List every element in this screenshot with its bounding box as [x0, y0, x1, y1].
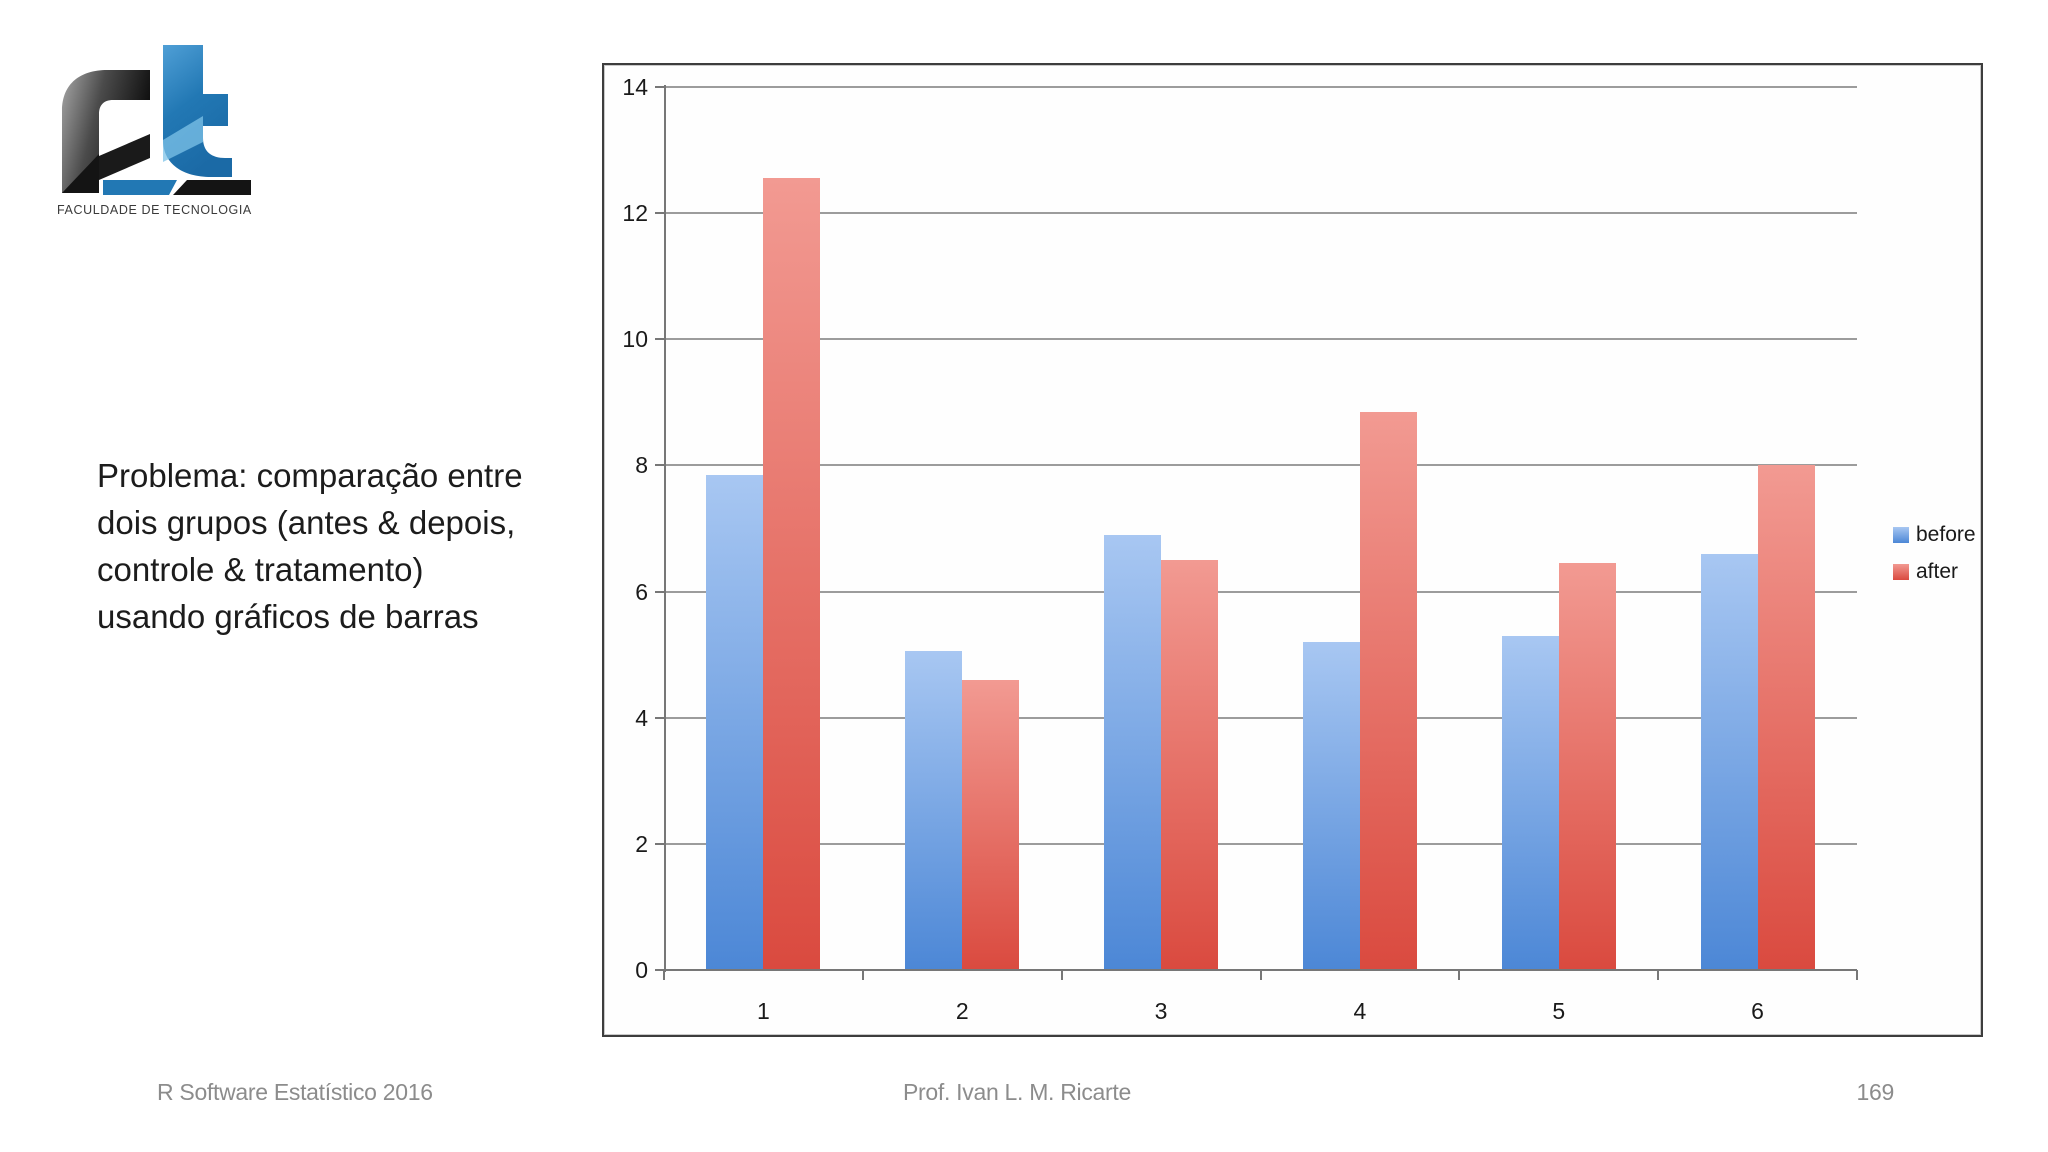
y-axis-tick [655, 464, 664, 467]
bar-after-1 [763, 178, 821, 970]
ft-logo-icon [62, 45, 251, 195]
y-tick-label: 12 [622, 200, 648, 227]
y-tick-label: 10 [622, 326, 648, 353]
footer-course: R Software Estatístico 2016 [157, 1079, 433, 1105]
x-tick-label-5: 5 [1552, 998, 1566, 1024]
bar-before-5 [1501, 635, 1559, 970]
legend-item-after: after [1893, 560, 1958, 584]
x-tick-label-2: 2 [955, 998, 969, 1024]
footer-author: Prof. Ivan L. M. Ricarte [903, 1079, 1131, 1105]
bar-after-3 [1161, 560, 1219, 970]
y-axis-tick [655, 86, 664, 89]
problem-statement: Problema: comparação entre dois grupos (… [97, 457, 523, 635]
legend-item-before: before [1893, 523, 1976, 547]
legend-swatch-after-icon [1893, 564, 1909, 580]
legend-swatch-before-icon [1893, 527, 1909, 543]
y-tick-label: 2 [635, 830, 648, 857]
bar-before-2 [905, 651, 963, 970]
bar-before-3 [1104, 534, 1162, 970]
bar-before-4 [1302, 642, 1360, 970]
y-tick-label: 14 [622, 74, 648, 101]
y-axis-tick [655, 338, 664, 341]
gridline-y-14 [664, 86, 1857, 89]
gridline-y-12 [664, 212, 1857, 215]
x-axis-tick [1060, 970, 1063, 980]
x-axis-tick [1856, 970, 1858, 980]
gridline-y-10 [664, 338, 1857, 341]
y-axis-tick [655, 212, 664, 215]
x-tick-label-3: 3 [1154, 998, 1168, 1024]
y-tick-label: 0 [635, 957, 648, 983]
x-axis-tick [1458, 970, 1461, 980]
bar-chart: 0 2 4 6 8 10 12 14 1 2 3 4 5 6 before after [602, 63, 1983, 1037]
legend-label-before: before [1916, 523, 1976, 546]
x-axis-tick [1657, 970, 1660, 980]
bar-before-1 [706, 474, 764, 970]
x-axis-line [655, 969, 1857, 971]
bar-after-5 [1558, 563, 1616, 970]
logo-caption: FACULDADE DE TECNOLOGIA [57, 203, 252, 217]
bar-after-4 [1359, 411, 1417, 970]
footer-page-number: 169 [1856, 1079, 1895, 1105]
gridline-y-6 [664, 590, 1857, 593]
x-tick-label-4: 4 [1353, 998, 1367, 1024]
y-tick-label: 6 [635, 578, 648, 605]
y-tick-label: 4 [635, 704, 648, 731]
bar-before-6 [1700, 553, 1758, 970]
bar-after-6 [1757, 465, 1815, 970]
y-axis-tick [655, 842, 664, 845]
y-axis-tick [655, 716, 664, 719]
plot-area: 0 2 4 6 8 10 12 14 1 2 3 4 5 6 before after [604, 65, 1981, 1035]
y-axis-line [664, 85, 666, 972]
x-tick-label-6: 6 [1751, 998, 1764, 1024]
y-axis-tick [655, 590, 664, 593]
gridline-y-8 [664, 464, 1857, 467]
y-tick-label: 8 [635, 452, 648, 479]
x-axis-tick [663, 970, 665, 980]
gridline-y-2 [664, 842, 1857, 845]
bar-after-2 [962, 679, 1020, 970]
legend-label-after: after [1916, 560, 1959, 583]
x-tick-label-1: 1 [757, 998, 770, 1024]
gridline-y-4 [664, 716, 1857, 719]
x-axis-tick [1259, 970, 1262, 980]
x-axis-tick [861, 970, 864, 980]
